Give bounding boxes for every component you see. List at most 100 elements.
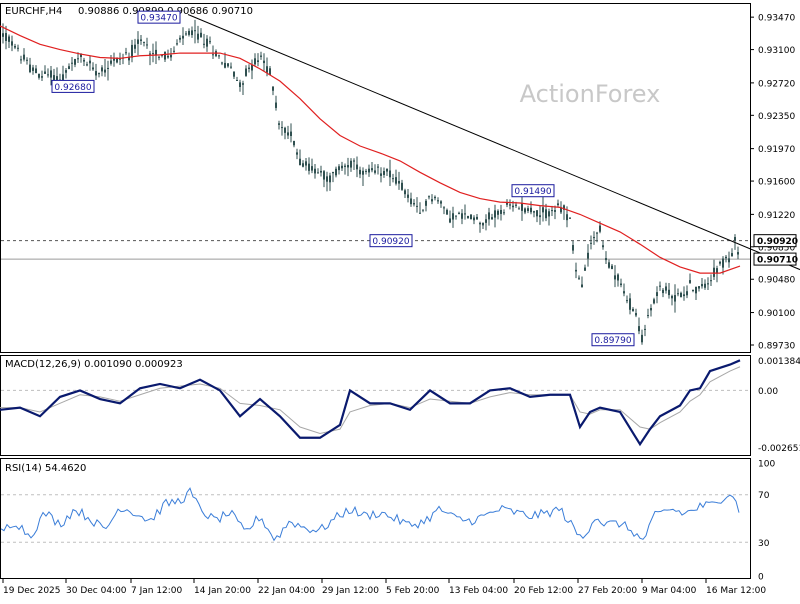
candle-body <box>317 172 319 174</box>
candle-body <box>512 205 514 208</box>
candle-body <box>155 49 157 56</box>
candle-body <box>515 204 517 206</box>
candle-body <box>158 56 160 58</box>
candle-body <box>572 245 574 251</box>
candle-body <box>119 58 121 60</box>
candle-body <box>386 168 388 172</box>
candle-body <box>707 283 709 285</box>
candle-body <box>323 171 325 180</box>
price-callout-box <box>369 234 413 248</box>
candle-body <box>593 236 595 239</box>
candle-body <box>167 55 169 58</box>
price-callout: 0.89790 <box>591 333 635 347</box>
candle-body <box>260 55 262 57</box>
candle-body <box>521 203 523 211</box>
price-level-tag-box <box>753 234 797 248</box>
price-ytick-label: 0.90480 <box>758 276 795 286</box>
candle-body <box>29 64 31 73</box>
candle-body <box>74 58 76 65</box>
candle-body <box>449 218 451 223</box>
candle-body <box>566 214 568 221</box>
candle-body <box>209 41 211 43</box>
price-callout-box <box>511 184 555 198</box>
candle-body <box>137 39 139 44</box>
candle-body <box>677 293 679 295</box>
candle-body <box>578 277 580 279</box>
candle-body <box>245 68 247 76</box>
rsi-ytick-label: 0 <box>758 573 764 583</box>
candle-body <box>689 280 691 283</box>
candle-body <box>101 67 103 72</box>
candle-body <box>359 169 361 175</box>
price-callout-text: 0.92680 <box>54 83 91 93</box>
candle-body <box>563 205 565 210</box>
candle-body <box>620 283 622 286</box>
candle-body <box>236 80 238 82</box>
candle-body <box>68 66 70 70</box>
candle-body <box>263 60 265 64</box>
price-level-tag-box <box>753 252 797 266</box>
price-ytick-label: 0.91600 <box>758 178 795 188</box>
candle-body <box>335 168 337 176</box>
candle-body <box>185 33 187 35</box>
price-ytick-label: 0.91220 <box>758 211 795 221</box>
candle-body <box>326 176 328 182</box>
candle-body <box>635 313 637 316</box>
rsi-ytick-label: 100 <box>758 460 775 470</box>
candle-body <box>143 41 145 43</box>
candle-body <box>695 286 697 294</box>
candle-body <box>5 33 7 41</box>
candle-body <box>392 178 394 180</box>
candles-layer <box>2 19 739 345</box>
candle-body <box>413 203 415 205</box>
candle-body <box>104 69 106 73</box>
candle-body <box>422 209 424 211</box>
candle-body <box>212 54 214 56</box>
candle-body <box>320 170 322 173</box>
candle-body <box>278 123 280 125</box>
candle-body <box>50 70 52 78</box>
candle-body <box>734 237 736 241</box>
candle-body <box>482 222 484 226</box>
candle-body <box>218 55 220 57</box>
candle-body <box>284 127 286 133</box>
candle-body <box>569 217 571 219</box>
candle-body <box>518 208 520 210</box>
candle-body <box>536 210 538 217</box>
candle-body <box>656 292 658 297</box>
candle-body <box>383 171 385 175</box>
candle-body <box>584 267 586 271</box>
candle-body <box>503 212 505 214</box>
candle-body <box>83 59 85 62</box>
candle-body <box>65 70 67 73</box>
candle-body <box>251 64 253 71</box>
candle-body <box>434 196 436 199</box>
price-level-tag: 0.90920 <box>753 234 798 248</box>
candle-body <box>281 127 283 129</box>
candle-body <box>287 132 289 136</box>
candle-body <box>674 295 676 302</box>
x-tick-label: 19 Dec 2025 <box>3 586 61 596</box>
rsi-title: RSI(14) 54.4620 <box>5 463 86 474</box>
candle-body <box>488 212 490 220</box>
candle-body <box>80 54 82 58</box>
candle-body <box>419 212 421 214</box>
price-callout: 0.92680 <box>51 79 95 93</box>
candle-body <box>575 269 577 272</box>
candle-body <box>617 274 619 281</box>
candle-body <box>257 60 259 62</box>
candle-body <box>554 210 556 212</box>
candle-body <box>353 160 355 162</box>
candle-body <box>671 295 673 299</box>
candle-body <box>548 211 550 217</box>
symbol-label: EURCHF,H4 <box>5 6 62 17</box>
candle-body <box>362 170 364 175</box>
candle-body <box>62 74 64 81</box>
candle-body <box>272 86 274 91</box>
candle-body <box>587 252 589 259</box>
candle-body <box>146 44 148 46</box>
candle-body <box>173 50 175 52</box>
candle-body <box>230 66 232 68</box>
candle-body <box>26 59 28 61</box>
